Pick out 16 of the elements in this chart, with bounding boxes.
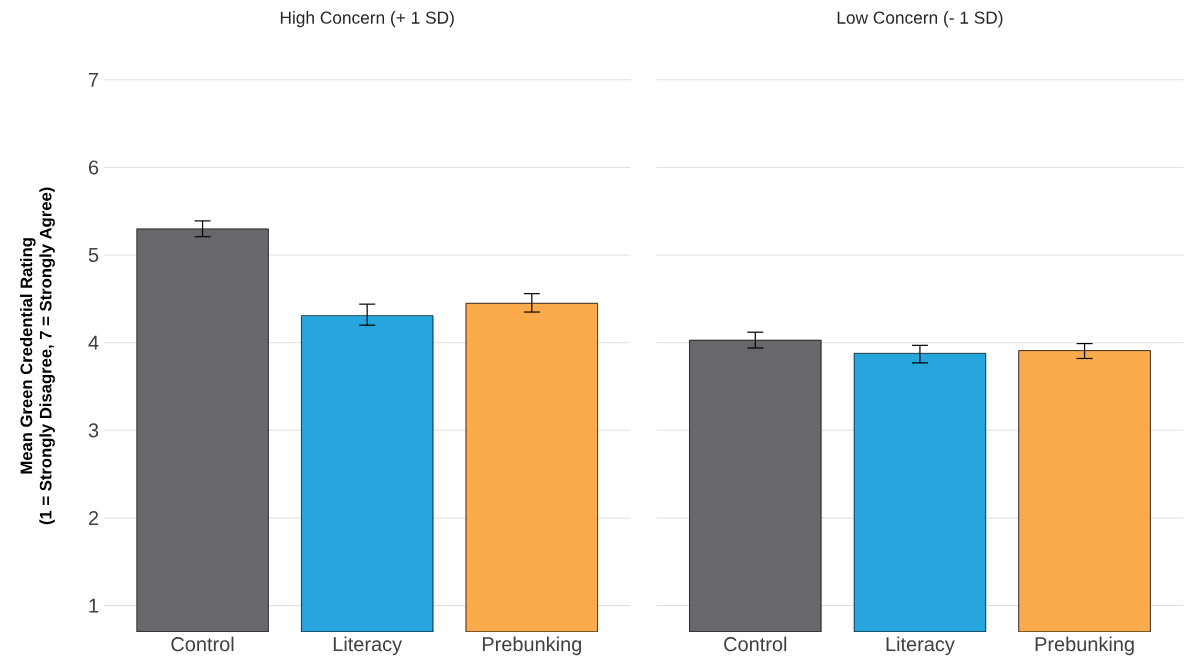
x-tick-label: Prebunking xyxy=(482,636,581,656)
y-tick-label: 7 xyxy=(89,73,99,87)
y-tick-label: 2 xyxy=(88,511,99,526)
y-tick-label: 4 xyxy=(88,335,99,350)
x-tick-label: Literacy xyxy=(333,636,403,656)
chart-title: Low Concern (- 1 SD) xyxy=(837,11,1003,28)
y-tick-label: 3 xyxy=(88,423,99,438)
x-tick-label: Prebunking xyxy=(1035,636,1134,656)
x-tick-label: Control xyxy=(171,636,234,652)
y-tick-label: 1 xyxy=(89,598,99,613)
y-tick-label: 5 xyxy=(88,248,99,263)
y-tick-label: 6 xyxy=(89,160,99,175)
chart-title: High Concern (+ 1 SD) xyxy=(280,11,454,28)
x-tick-label: Literacy xyxy=(886,636,955,656)
y-axis-title: Mean Green Credential Rating (1 = Strongly Disagree, 7 = Strongly Agree) xyxy=(20,187,55,525)
x-tick-label: Control xyxy=(724,636,787,652)
